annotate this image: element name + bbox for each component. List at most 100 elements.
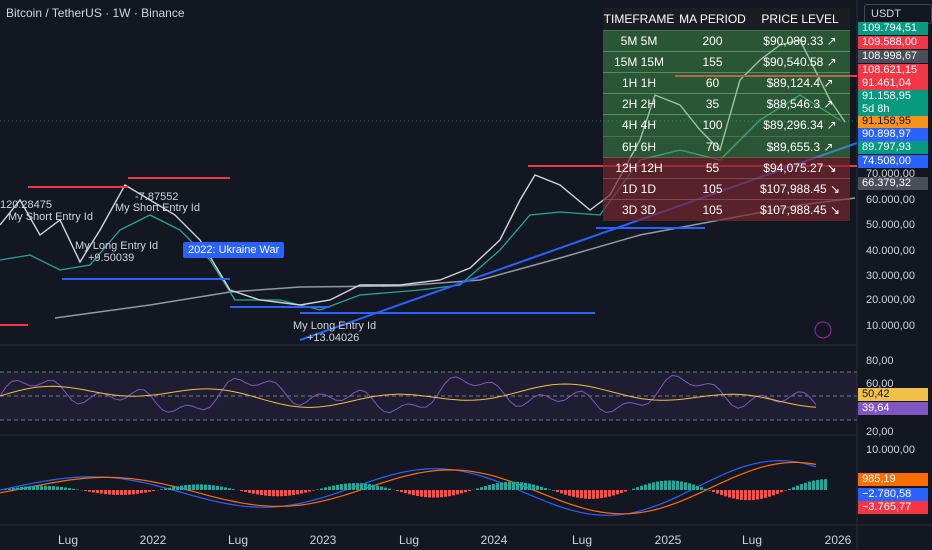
histogram-bar bbox=[684, 482, 687, 490]
currency-button[interactable]: USDT bbox=[864, 4, 932, 24]
histogram-bar bbox=[424, 490, 427, 498]
histogram-bar bbox=[164, 488, 167, 490]
histogram-bar bbox=[480, 487, 483, 490]
table-cell: 105 bbox=[675, 177, 750, 200]
histogram-bar bbox=[648, 483, 651, 490]
histogram-bar bbox=[780, 490, 783, 493]
time-axis-label: Lug bbox=[227, 533, 249, 547]
histogram-bar bbox=[816, 479, 819, 490]
histogram-bar bbox=[184, 485, 187, 490]
trend-stepline bbox=[0, 94, 841, 311]
histogram-bar bbox=[400, 490, 403, 493]
table-cell: 1H 1H bbox=[603, 72, 675, 95]
histogram-bar bbox=[72, 488, 75, 490]
table-cell: 100 bbox=[675, 114, 750, 137]
table-header: TIMEFRAME bbox=[603, 8, 675, 30]
histogram-bar bbox=[556, 490, 559, 493]
histogram-bar bbox=[380, 486, 383, 490]
histogram-bar bbox=[176, 486, 179, 490]
histogram-bar bbox=[508, 481, 511, 490]
price-axis-label: 40.000,00 bbox=[866, 245, 915, 257]
table-cell: 60 bbox=[675, 72, 750, 95]
histogram-bar bbox=[84, 490, 87, 492]
histogram-bar bbox=[616, 490, 619, 495]
table-cell: $88,546.3 ↗ bbox=[750, 93, 850, 116]
histogram-bar bbox=[40, 485, 43, 490]
histogram-bar bbox=[596, 490, 599, 499]
histogram-bar bbox=[28, 486, 31, 490]
histogram-bar bbox=[756, 490, 759, 500]
macd-line bbox=[0, 459, 817, 516]
histogram-bar bbox=[52, 486, 55, 490]
histogram-bar bbox=[444, 490, 447, 497]
histogram-bar bbox=[260, 490, 263, 496]
histogram-bar bbox=[656, 481, 659, 490]
table-header: PRICE LEVEL bbox=[750, 8, 850, 30]
histogram-bar bbox=[788, 488, 791, 490]
histogram-bar bbox=[172, 486, 175, 490]
histogram-bar bbox=[564, 490, 567, 495]
histogram-bar bbox=[96, 490, 99, 494]
histogram-bar bbox=[408, 490, 411, 495]
histogram-bar bbox=[144, 490, 147, 493]
histogram-bar bbox=[544, 488, 547, 490]
histogram-bar bbox=[180, 485, 183, 490]
symbol-title: Bitcoin / TetherUS · 1W · Binance bbox=[6, 6, 185, 20]
histogram-bar bbox=[604, 490, 607, 498]
histogram-bar bbox=[200, 484, 203, 490]
histogram-bar bbox=[64, 487, 67, 490]
histogram-bar bbox=[288, 490, 291, 496]
histogram-bar bbox=[252, 490, 255, 494]
histogram-bar bbox=[16, 487, 19, 490]
table-cell: 70 bbox=[675, 135, 750, 158]
histogram-bar bbox=[244, 490, 247, 492]
histogram-bar bbox=[560, 490, 563, 494]
chart-annotation: 2022: Ukraine War bbox=[183, 242, 285, 258]
histogram-bar bbox=[820, 479, 823, 490]
histogram-bar bbox=[160, 489, 163, 490]
histogram-bar bbox=[272, 490, 275, 497]
macd-tag: 985,19 bbox=[858, 473, 928, 486]
histogram-bar bbox=[216, 485, 219, 490]
histogram-bar bbox=[760, 490, 763, 499]
table-cell: $89,655.3 ↗ bbox=[750, 135, 850, 158]
histogram-bar bbox=[376, 485, 379, 490]
histogram-bar bbox=[496, 483, 499, 490]
histogram-bar bbox=[772, 490, 775, 496]
histogram-bar bbox=[484, 486, 487, 490]
histogram-bar bbox=[308, 490, 311, 492]
histogram-bar bbox=[108, 490, 111, 495]
histogram-bar bbox=[728, 490, 731, 498]
chart-annotation: 120.28475 bbox=[0, 199, 52, 211]
rsi-axis-label: 20,00 bbox=[866, 426, 894, 438]
chart-annotation: -7.87552 bbox=[135, 191, 179, 203]
histogram-bar bbox=[668, 480, 671, 490]
alert-icon bbox=[814, 321, 832, 339]
table-cell: $107,988.45 ↘ bbox=[750, 177, 850, 200]
histogram-bar bbox=[784, 490, 787, 491]
histogram-bar bbox=[352, 483, 355, 490]
histogram-bar bbox=[412, 490, 415, 496]
histogram-bar bbox=[336, 484, 339, 490]
histogram-bar bbox=[8, 488, 11, 490]
table-cell: 6H 6H bbox=[603, 135, 675, 158]
histogram-bar bbox=[48, 485, 51, 490]
histogram-bar bbox=[732, 490, 735, 499]
histogram-bar bbox=[504, 482, 507, 490]
histogram-bar bbox=[328, 486, 331, 490]
time-axis-label: 2024 bbox=[480, 533, 508, 547]
time-axis-label: 2025 bbox=[654, 533, 682, 547]
histogram-bar bbox=[720, 490, 723, 496]
histogram-bar bbox=[468, 490, 471, 492]
histogram-bar bbox=[24, 486, 27, 490]
histogram-bar bbox=[764, 490, 767, 498]
histogram-bar bbox=[312, 490, 315, 491]
histogram-bar bbox=[256, 490, 259, 495]
histogram-bar bbox=[348, 483, 351, 490]
histogram-bar bbox=[280, 490, 283, 497]
histogram-bar bbox=[584, 490, 587, 499]
histogram-bar bbox=[572, 490, 575, 497]
histogram-bar bbox=[292, 490, 295, 495]
histogram-bar bbox=[36, 485, 39, 490]
